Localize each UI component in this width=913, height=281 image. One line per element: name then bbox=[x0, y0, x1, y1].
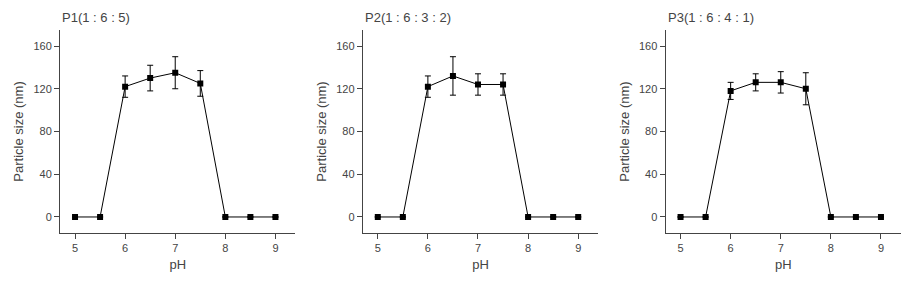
svg-text:40: 40 bbox=[40, 168, 52, 180]
svg-text:6: 6 bbox=[425, 242, 431, 254]
svg-text:80: 80 bbox=[40, 125, 52, 137]
svg-text:5: 5 bbox=[375, 242, 381, 254]
svg-text:120: 120 bbox=[639, 83, 657, 95]
svg-text:pH: pH bbox=[472, 257, 489, 272]
svg-text:pH: pH bbox=[775, 257, 792, 272]
svg-text:40: 40 bbox=[645, 168, 657, 180]
svg-text:6: 6 bbox=[122, 242, 128, 254]
svg-text:P2(1 : 6 : 3 : 2): P2(1 : 6 : 3 : 2) bbox=[365, 10, 451, 25]
svg-text:160: 160 bbox=[33, 40, 51, 52]
svg-text:Particle size (nm): Particle size (nm) bbox=[617, 81, 632, 181]
svg-text:5: 5 bbox=[677, 242, 683, 254]
svg-text:P1(1 : 6 : 5): P1(1 : 6 : 5) bbox=[62, 10, 130, 25]
svg-text:9: 9 bbox=[272, 242, 278, 254]
svg-text:8: 8 bbox=[222, 242, 228, 254]
svg-text:pH: pH bbox=[169, 257, 186, 272]
svg-text:Particle size (nm): Particle size (nm) bbox=[314, 81, 329, 181]
svg-text:7: 7 bbox=[778, 242, 784, 254]
svg-text:9: 9 bbox=[878, 242, 884, 254]
svg-text:80: 80 bbox=[645, 125, 657, 137]
svg-text:80: 80 bbox=[342, 125, 354, 137]
svg-text:0: 0 bbox=[348, 211, 354, 223]
svg-text:8: 8 bbox=[525, 242, 531, 254]
svg-text:40: 40 bbox=[342, 168, 354, 180]
svg-text:160: 160 bbox=[336, 40, 354, 52]
svg-text:120: 120 bbox=[33, 83, 51, 95]
svg-text:120: 120 bbox=[336, 83, 354, 95]
svg-text:9: 9 bbox=[575, 242, 581, 254]
svg-text:5: 5 bbox=[72, 242, 78, 254]
svg-text:8: 8 bbox=[828, 242, 834, 254]
svg-text:Particle size (nm): Particle size (nm) bbox=[11, 81, 26, 181]
svg-text:7: 7 bbox=[475, 242, 481, 254]
svg-text:160: 160 bbox=[639, 40, 657, 52]
svg-text:0: 0 bbox=[651, 211, 657, 223]
svg-text:P3(1 : 6 : 4 : 1): P3(1 : 6 : 4 : 1) bbox=[668, 10, 754, 25]
svg-text:0: 0 bbox=[46, 211, 52, 223]
svg-text:6: 6 bbox=[728, 242, 734, 254]
svg-text:7: 7 bbox=[172, 242, 178, 254]
